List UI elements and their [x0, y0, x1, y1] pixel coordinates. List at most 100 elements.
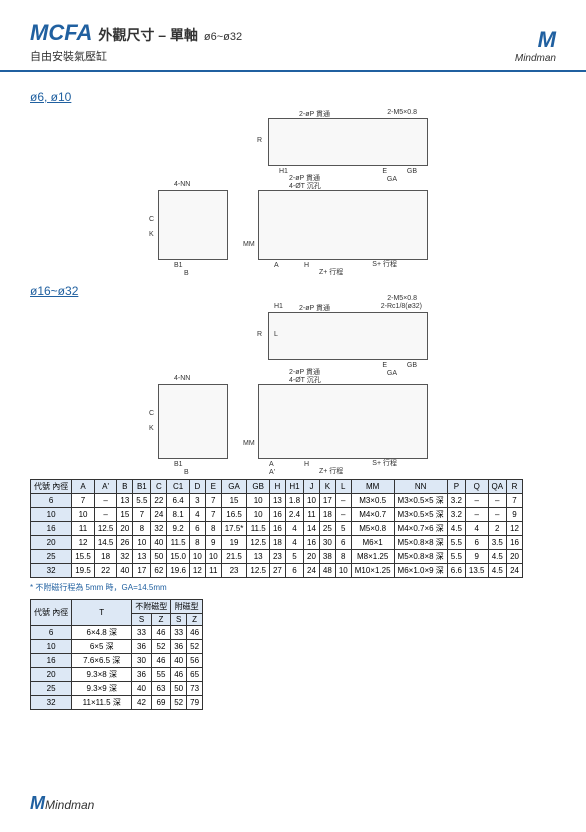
table-cell: M4×0.7×6 深: [394, 522, 447, 536]
table-cell: 5.5: [447, 536, 465, 550]
label-b: B: [184, 270, 189, 277]
table-cell: 13: [117, 494, 133, 508]
table-cell: 6: [335, 536, 351, 550]
table-cell: 9.2: [167, 522, 190, 536]
table-cell: 3.5: [488, 536, 507, 550]
table-cell: 6×5 深: [72, 640, 132, 654]
table-cell: 6: [189, 522, 205, 536]
label-m5: 2-M5×0.8: [387, 109, 417, 116]
table-cell: 9: [507, 508, 523, 522]
table-row: 3219.52240176219.612112312.5276244810M10…: [31, 564, 523, 578]
table-cell: 11.5: [247, 522, 270, 536]
table-row: 161112.5208329.26817.5*11.516414255M5×0.…: [31, 522, 523, 536]
table-cell: 4: [285, 536, 303, 550]
table1-header: GA: [221, 480, 247, 494]
label-gab: GA: [387, 370, 397, 377]
table2-header: T: [72, 600, 132, 626]
table-cell: 10: [205, 550, 221, 564]
table-cell: 12: [72, 536, 95, 550]
table2-subheader: Z: [187, 614, 203, 626]
table-cell: 10: [72, 508, 95, 522]
label-p2c: 2-øP 貫通: [299, 303, 330, 313]
label-nn: 4-NN: [174, 181, 190, 188]
table-cell: 8: [335, 550, 351, 564]
table-cell: 15.0: [167, 550, 190, 564]
table-cell: 52: [187, 640, 203, 654]
table-cell: 8: [189, 536, 205, 550]
table-cell: 30: [319, 536, 335, 550]
table-cell: 42: [132, 696, 152, 710]
label-rc: 2-Rc1/8(ø32): [381, 303, 422, 310]
table-cell: 8.1: [167, 508, 190, 522]
table1-header: H: [269, 480, 285, 494]
table-cell: 40: [117, 564, 133, 578]
table-row: 67–135.5226.4371510131.81017–M3×0.5M3×0.…: [31, 494, 523, 508]
page-header: MCFA 外觀尺寸 – 單軸 ø6~ø32 自由安裝氣壓缸 M Mindman: [0, 0, 586, 72]
label-eb: E: [382, 362, 387, 369]
table-cell: 5.5: [447, 550, 465, 564]
label-b1b: B1: [174, 461, 183, 468]
label-h1: H1: [279, 168, 288, 175]
table1-header: R: [507, 480, 523, 494]
diagram-front-view-1: 4-NN C K B1 B: [158, 190, 228, 260]
table-cell: 32: [31, 696, 72, 710]
table-cell: 2.4: [285, 508, 303, 522]
table2-subheader: Z: [151, 614, 171, 626]
table-cell: 11: [72, 522, 95, 536]
table-cell: 17: [319, 494, 335, 508]
table-cell: 50: [171, 682, 187, 696]
title-range: ø6~ø32: [204, 31, 242, 43]
label-s: S+ 行程: [372, 259, 397, 269]
table-cell: M10×1.25: [351, 564, 394, 578]
table1-header: P: [447, 480, 465, 494]
table-cell: 24: [507, 564, 523, 578]
footer-logo-m-icon: M: [30, 793, 45, 814]
table1-header: NN: [394, 480, 447, 494]
table-cell: 46: [151, 626, 171, 640]
table-row: 3211×11.5 深42695279: [31, 696, 203, 710]
label-z: Z+ 行程: [319, 267, 343, 277]
label-sb: S+ 行程: [372, 458, 397, 468]
table2-subheader: S: [171, 614, 187, 626]
table-cell: 9.3×8 深: [72, 668, 132, 682]
table-cell: 4.5: [488, 564, 507, 578]
logo-m-icon: M: [538, 27, 556, 53]
table1-header: K: [319, 480, 335, 494]
table1-header: L: [335, 480, 351, 494]
label-zb: Z+ 行程: [319, 466, 343, 476]
table-cell: 38: [319, 550, 335, 564]
table-cell: –: [335, 494, 351, 508]
table-cell: 10: [247, 494, 270, 508]
table-cell: 6.6: [447, 564, 465, 578]
label-k: K: [149, 231, 154, 238]
table-cell: 23: [269, 550, 285, 564]
table-cell: 33: [132, 626, 152, 640]
table-cell: M5×0.8×8 深: [394, 550, 447, 564]
table-cell: 16: [31, 522, 72, 536]
table2-header: 不附磁型: [132, 600, 171, 614]
table-cell: 15: [221, 494, 247, 508]
label-h: H: [304, 262, 309, 269]
label-m5b: 2-M5×0.8: [387, 295, 417, 302]
table-cell: 5: [285, 550, 303, 564]
table-cell: 17.5*: [221, 522, 247, 536]
table-cell: 20: [117, 522, 133, 536]
table-cell: 46: [171, 668, 187, 682]
product-code: MCFA: [30, 20, 92, 46]
table1-header: B1: [133, 480, 151, 494]
label-t4b: 4-ØT 沉孔: [289, 375, 321, 385]
table-cell: 3.2: [447, 494, 465, 508]
table-cell: 10: [335, 564, 351, 578]
table-cell: 46: [187, 626, 203, 640]
table-cell: 12.5: [247, 564, 270, 578]
table-cell: 55: [151, 668, 171, 682]
table2-header: 代號 內徑: [31, 600, 72, 626]
table-cell: 12: [507, 522, 523, 536]
table-cell: 6.4: [167, 494, 190, 508]
table-row: 66×4.8 深33463346: [31, 626, 203, 640]
label-gb: GB: [407, 168, 417, 175]
table-cell: 14: [304, 522, 320, 536]
table-cell: 73: [187, 682, 203, 696]
table-cell: 79: [187, 696, 203, 710]
section2-label: ø16~ø32: [30, 284, 586, 298]
